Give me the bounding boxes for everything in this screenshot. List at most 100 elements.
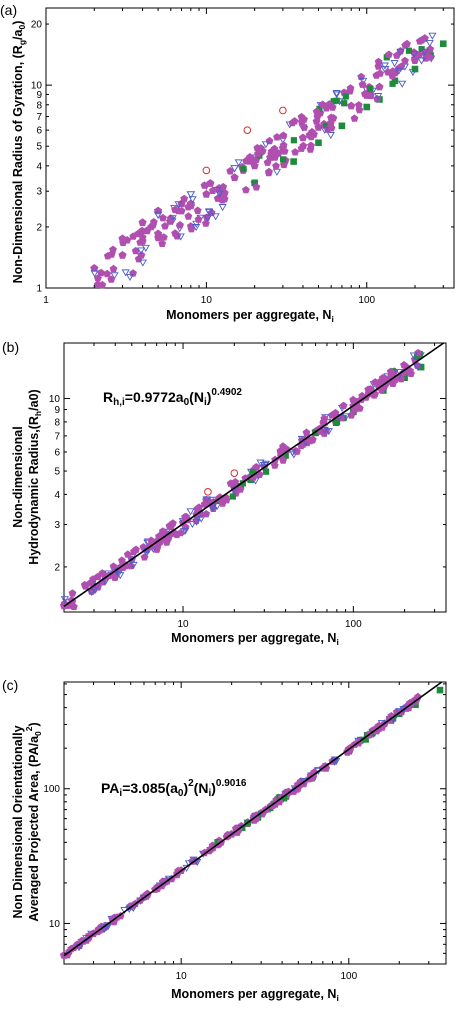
data-point-magenta [275, 797, 284, 806]
data-point-magenta [147, 536, 156, 544]
data-point-green [279, 156, 287, 163]
data-point-magenta [264, 168, 273, 177]
data-point-green [417, 363, 425, 371]
data-point-magenta [200, 500, 209, 508]
data-point-blue-open [188, 196, 197, 204]
data-point-magenta [270, 461, 279, 469]
data-point-blue-open [396, 48, 405, 56]
data-point-magenta [123, 236, 132, 244]
data-point-magenta [350, 114, 359, 122]
data-point-magenta [298, 133, 307, 142]
data-point-magenta [331, 408, 340, 417]
data-point-magenta [176, 221, 184, 229]
data-point-blue-open [114, 570, 123, 578]
data-point-blue-open [409, 50, 419, 59]
y-tick-label: 100 [43, 784, 60, 795]
data-point-magenta [118, 251, 127, 259]
data-point-magenta [153, 882, 162, 891]
data-point-magenta [403, 39, 411, 48]
data-point-magenta [226, 167, 235, 175]
data-point-magenta [249, 473, 258, 481]
data-point-magenta [138, 218, 147, 227]
panel-c-fit-equation: PAi=3.085(a0)2(Ni)0.9016 [101, 778, 247, 799]
data-point-blue-open [90, 270, 99, 278]
data-point-green [332, 419, 340, 427]
data-point-magenta [166, 217, 174, 225]
data-point-blue-open [420, 48, 429, 56]
data-point-magenta [184, 203, 193, 211]
data-point-blue-open [60, 596, 69, 604]
data-point-blue-open [390, 60, 399, 68]
data-point-magenta [314, 122, 323, 131]
data-point-blue-open [116, 572, 125, 580]
data-point-blue-open [125, 273, 135, 282]
data-point-blue-open [261, 460, 271, 468]
data-point-magenta [90, 264, 99, 272]
data-point-magenta [357, 72, 366, 81]
data-point-blue-open [332, 90, 341, 98]
data-point-magenta [195, 503, 203, 511]
data-point-magenta [131, 246, 140, 255]
data-point-blue-open [215, 190, 224, 198]
data-point-magenta [161, 222, 169, 230]
data-point-magenta [137, 251, 146, 259]
y-tick-label: 8 [36, 100, 42, 111]
data-point-blue-open [186, 191, 196, 199]
data-point-magenta [167, 522, 175, 531]
data-point-magenta [325, 100, 334, 108]
data-point-magenta [347, 101, 356, 110]
data-point-green [290, 137, 297, 144]
data-point-magenta [252, 814, 260, 823]
data-point-blue-open [341, 413, 351, 421]
data-point-magenta [108, 915, 117, 923]
data-point-magenta [385, 50, 393, 58]
data-point-magenta [300, 123, 309, 131]
data-point-magenta [272, 162, 280, 170]
data-point-green [341, 100, 348, 107]
data-point-magenta [252, 463, 260, 471]
data-point-blue-open [288, 449, 297, 457]
data-point-magenta [233, 828, 242, 836]
data-point-magenta [130, 547, 138, 555]
data-point-magenta [103, 269, 112, 278]
data-point-blue-open [413, 363, 422, 371]
data-point-blue-open [139, 894, 148, 902]
panel-c-fit-line [63, 681, 443, 957]
data-point-magenta [118, 556, 126, 564]
x-tick-label: 100 [358, 295, 375, 306]
data-point-magenta [149, 218, 158, 226]
data-point-magenta [366, 385, 375, 393]
data-point-blue-open [272, 168, 281, 176]
data-point-blue-open [359, 77, 368, 85]
data-point-magenta [143, 226, 152, 235]
data-point-blue-open [408, 69, 417, 77]
data-point-blue-open [121, 269, 130, 277]
panel-c-axes: 10 100 10 100 [43, 682, 446, 982]
data-point-blue-open [417, 57, 426, 65]
data-point-magenta [271, 153, 279, 161]
data-point-green [262, 468, 270, 475]
data-point-blue-open [324, 428, 333, 436]
data-point-magenta [374, 57, 383, 66]
data-point-magenta [374, 62, 383, 70]
data-point-magenta [388, 67, 397, 75]
data-point-magenta [329, 114, 338, 122]
data-point-blue-open [203, 214, 212, 222]
data-point-blue-open [425, 39, 434, 48]
data-point-magenta [347, 411, 356, 419]
data-point-magenta [276, 446, 285, 455]
data-point-magenta [307, 132, 316, 141]
x-tick-label: 10 [201, 295, 213, 306]
data-point-green [281, 795, 288, 802]
data-point-magenta [109, 264, 118, 273]
data-point-blue-open [218, 204, 227, 212]
y-tick-label: 4 [36, 161, 42, 172]
panel-c-markers [59, 686, 444, 959]
data-point-magenta [297, 112, 306, 121]
data-point-magenta [265, 136, 274, 145]
data-point-magenta [121, 562, 130, 570]
panel-b-x-label: Monomers per aggregate, Ni [171, 631, 339, 647]
data-point-magenta [293, 447, 301, 455]
